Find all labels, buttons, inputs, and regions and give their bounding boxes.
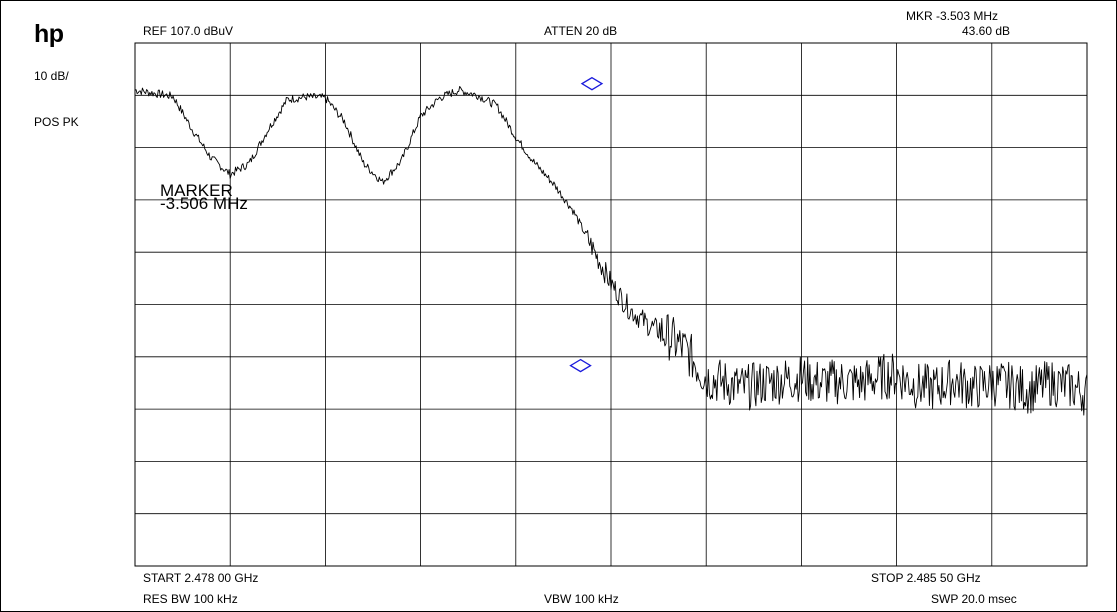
marker-diamond <box>580 76 604 91</box>
marker-group <box>569 76 604 373</box>
graticule <box>134 42 1088 567</box>
marker-level-readout: 43.60 dB <box>962 24 1011 38</box>
marker-annotation-value: -3.506 MHz <box>160 194 248 213</box>
marker-diamond <box>569 358 592 373</box>
spectrum-trace <box>134 85 1088 416</box>
sweep-time: SWP 20.0 msec <box>931 592 1017 606</box>
stop-frequency: STOP 2.485 50 GHz <box>871 571 981 585</box>
start-frequency: START 2.478 00 GHz <box>143 571 259 585</box>
marker-annotation-title: MARKER <box>160 181 233 200</box>
marker-frequency-readout: MKR -3.503 MHz <box>906 9 999 23</box>
attenuation: ATTEN 20 dB <box>544 24 618 38</box>
detector-mode: POS PK <box>34 115 79 129</box>
scale-per-division: 10 dB/ <box>34 69 69 83</box>
trace-group <box>134 85 1088 416</box>
resolution-bandwidth: RES BW 100 kHz <box>143 592 238 606</box>
hp-logo: hp <box>34 20 64 48</box>
video-bandwidth: VBW 100 kHz <box>544 592 619 606</box>
reference-level: REF 107.0 dBuV <box>143 24 234 38</box>
